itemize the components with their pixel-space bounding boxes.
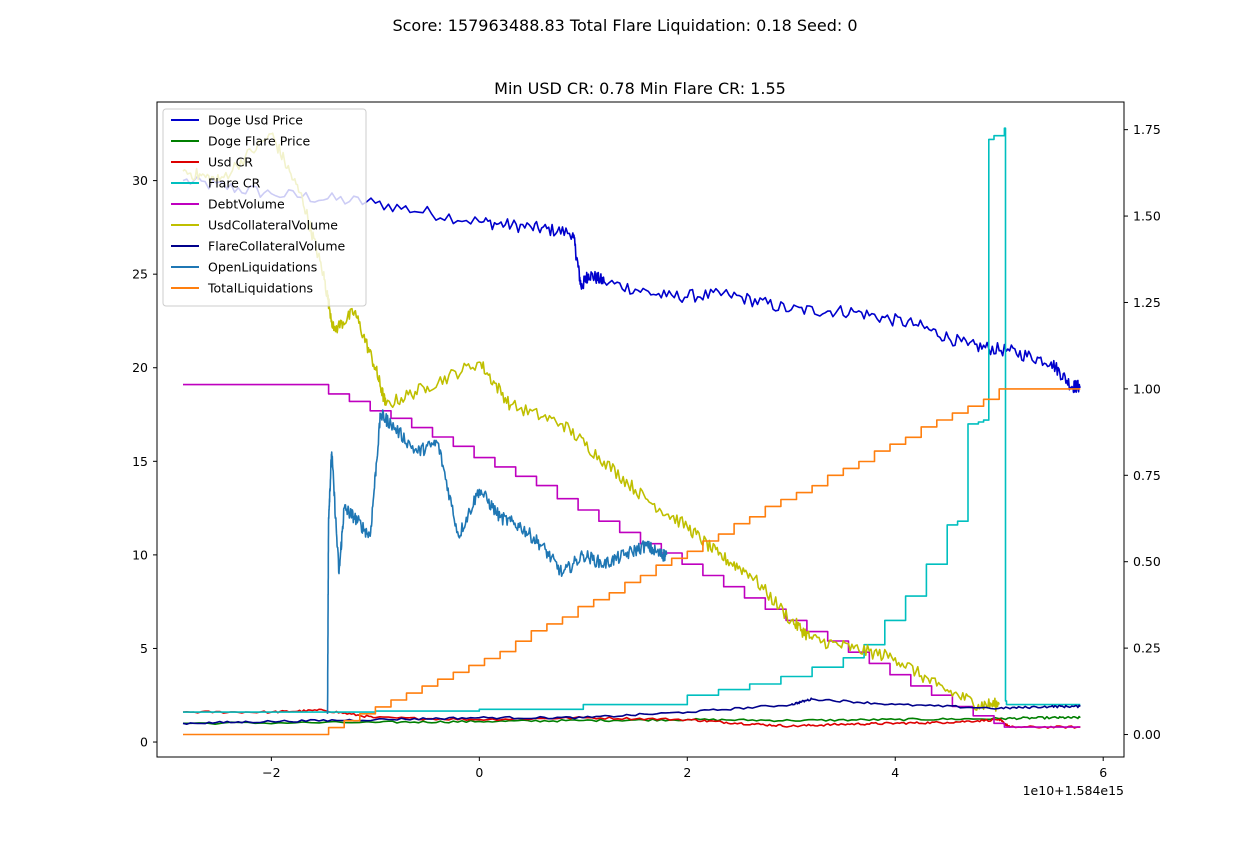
series-line-3 [183, 127, 1081, 713]
y-left-tick-label: 15 [132, 454, 148, 469]
y-left-tick-label: 30 [132, 173, 148, 188]
x-tick-label: 0 [475, 765, 483, 780]
x-tick-label: 6 [1099, 765, 1107, 780]
legend-label: UsdCollateralVolume [208, 218, 338, 233]
y-right-tick-label: 0.75 [1133, 468, 1161, 483]
y-left-tick-label: 5 [140, 641, 148, 656]
x-tick-label: 4 [891, 765, 899, 780]
chart-title: Min USD CR: 0.78 Min Flare CR: 1.55 [494, 79, 786, 98]
x-tick-label: −2 [262, 765, 280, 780]
legend-box [162, 108, 367, 307]
y-left-tick-label: 0 [140, 735, 148, 750]
legend-label: DebtVolume [208, 197, 285, 212]
plot-frame [156, 101, 1125, 758]
legend-label: Flare CR [208, 176, 261, 191]
y-left-tick-label: 20 [132, 360, 148, 375]
y-right-tick-label: 1.25 [1133, 295, 1161, 310]
series-line-1 [183, 715, 1081, 725]
legend-label: OpenLiquidations [208, 260, 317, 275]
series-line-0 [182, 175, 1082, 394]
y-left-tick-label: 10 [132, 547, 148, 562]
y-right-tick-label: 1.75 [1133, 122, 1161, 137]
figure-suptitle: Score: 157963488.83 Total Flare Liquidat… [392, 16, 857, 35]
legend-label: FlareCollateralVolume [208, 239, 346, 254]
legend-label: Usd CR [208, 155, 253, 170]
y-right-tick-label: 0.50 [1133, 554, 1161, 569]
y-right-tick-label: 0.25 [1133, 641, 1161, 656]
legend-label: Doge Flare Price [208, 134, 311, 149]
series-line-7 [326, 409, 668, 715]
x-tick-label: 2 [683, 765, 691, 780]
x-offset-label: 1e10+1.584e15 [1023, 783, 1124, 798]
y-right-tick-label: 1.00 [1133, 381, 1161, 396]
y-right-tick-label: 0.00 [1133, 727, 1161, 742]
series-line-4 [183, 383, 1081, 728]
y-left-tick-label: 25 [132, 267, 148, 282]
series-line-8 [183, 388, 1081, 736]
legend: Doge Usd Price Doge Flare Price Usd CR Flar… [162, 108, 367, 307]
legend-label: TotalLiquidations [207, 281, 313, 296]
legend-label: Doge Usd Price [208, 113, 303, 128]
y-right-tick-label: 1.50 [1133, 209, 1161, 224]
